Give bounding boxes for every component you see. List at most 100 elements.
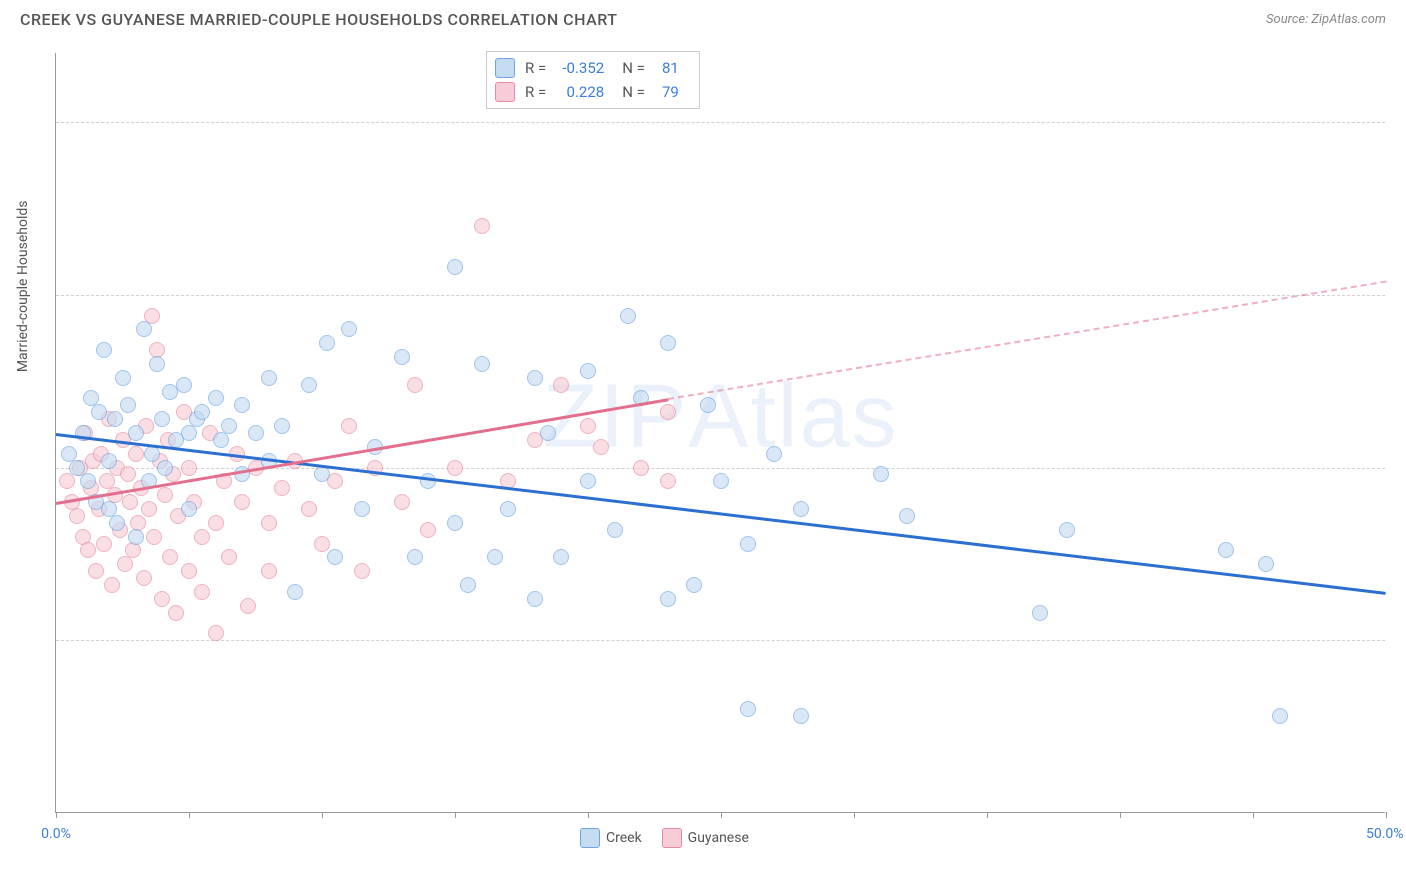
scatter-point xyxy=(487,549,503,565)
scatter-point xyxy=(96,342,112,358)
x-tick xyxy=(189,812,190,818)
scatter-point xyxy=(122,494,138,510)
scatter-point xyxy=(1032,605,1048,621)
gridline xyxy=(56,640,1385,641)
scatter-point xyxy=(1059,522,1075,538)
r-value: -0.352 xyxy=(552,59,604,77)
n-label: N = xyxy=(622,83,645,101)
scatter-point xyxy=(766,446,782,462)
scatter-point xyxy=(213,432,229,448)
y-tick-label: 75.0% xyxy=(1395,309,1406,325)
scatter-point xyxy=(69,460,85,476)
scatter-point xyxy=(740,536,756,552)
scatter-point xyxy=(221,418,237,434)
scatter-point xyxy=(149,356,165,372)
scatter-point xyxy=(176,377,192,393)
x-tick xyxy=(987,812,988,818)
scatter-point xyxy=(713,473,729,489)
y-tick-label: 100.0% xyxy=(1395,136,1406,152)
scatter-point xyxy=(540,425,556,441)
scatter-point xyxy=(407,377,423,393)
legend-item: Guyanese xyxy=(662,828,749,848)
scatter-point xyxy=(500,501,516,517)
scatter-point xyxy=(125,542,141,558)
x-tick xyxy=(588,812,589,818)
y-tick-label: 50.0% xyxy=(1395,482,1406,498)
legend-item: Creek xyxy=(580,828,642,848)
scatter-point xyxy=(593,439,609,455)
scatter-point xyxy=(117,556,133,572)
scatter-point xyxy=(59,473,75,489)
y-axis-label: Married-couple Households xyxy=(15,200,31,372)
scatter-point xyxy=(194,529,210,545)
scatter-point xyxy=(208,390,224,406)
scatter-point xyxy=(341,321,357,337)
r-label: R = xyxy=(525,83,546,101)
scatter-point xyxy=(194,584,210,600)
scatter-point xyxy=(261,515,277,531)
scatter-point xyxy=(162,549,178,565)
scatter-point xyxy=(69,508,85,524)
scatter-point xyxy=(474,356,490,372)
scatter-point xyxy=(194,404,210,420)
scatter-point xyxy=(96,536,112,552)
r-label: R = xyxy=(525,59,546,77)
scatter-point xyxy=(1258,556,1274,572)
scatter-point xyxy=(607,522,623,538)
scatter-point xyxy=(181,501,197,517)
scatter-point xyxy=(157,460,173,476)
x-tick xyxy=(721,812,722,818)
chart-title: CREEK VS GUYANESE MARRIED-COUPLE HOUSEHO… xyxy=(20,10,617,29)
scatter-point xyxy=(873,466,889,482)
scatter-point xyxy=(686,577,702,593)
x-tick xyxy=(1120,812,1121,818)
scatter-point xyxy=(274,418,290,434)
scatter-point xyxy=(128,446,144,462)
scatter-point xyxy=(580,363,596,379)
scatter-point xyxy=(80,473,96,489)
x-tick xyxy=(1386,812,1387,818)
scatter-point xyxy=(314,536,330,552)
scatter-point xyxy=(354,563,370,579)
scatter-point xyxy=(301,501,317,517)
scatter-point xyxy=(700,397,716,413)
scatter-point xyxy=(234,397,250,413)
plot-area: ZIPAtlas R =-0.352N =81R =0.228N =79 25.… xyxy=(55,53,1385,813)
scatter-point xyxy=(88,563,104,579)
scatter-point xyxy=(319,335,335,351)
scatter-point xyxy=(136,321,152,337)
scatter-point xyxy=(341,418,357,434)
scatter-point xyxy=(101,453,117,469)
legend-swatch xyxy=(580,828,600,848)
scatter-point xyxy=(447,460,463,476)
scatter-point xyxy=(460,577,476,593)
x-tick xyxy=(56,812,57,818)
scatter-point xyxy=(580,473,596,489)
scatter-point xyxy=(1218,542,1234,558)
scatter-point xyxy=(136,570,152,586)
scatter-point xyxy=(354,501,370,517)
x-tick-label: 50.0% xyxy=(1366,826,1404,842)
scatter-point xyxy=(314,466,330,482)
scatter-point xyxy=(660,335,676,351)
x-tick-label: 0.0% xyxy=(41,826,71,842)
x-tick xyxy=(455,812,456,818)
gridline xyxy=(56,122,1385,123)
scatter-point xyxy=(128,529,144,545)
scatter-point xyxy=(447,259,463,275)
x-tick xyxy=(322,812,323,818)
scatter-point xyxy=(660,404,676,420)
x-tick xyxy=(1253,812,1254,818)
scatter-point xyxy=(394,494,410,510)
scatter-point xyxy=(157,487,173,503)
scatter-point xyxy=(146,529,162,545)
scatter-point xyxy=(154,591,170,607)
y-tick-label: 25.0% xyxy=(1395,654,1406,670)
source-attribution: Source: ZipAtlas.com xyxy=(1266,12,1386,27)
scatter-point xyxy=(120,397,136,413)
scatter-point xyxy=(234,494,250,510)
scatter-point xyxy=(221,549,237,565)
correlation-row: R =-0.352N =81 xyxy=(495,56,687,80)
trend-line xyxy=(56,433,1386,595)
scatter-point xyxy=(793,708,809,724)
